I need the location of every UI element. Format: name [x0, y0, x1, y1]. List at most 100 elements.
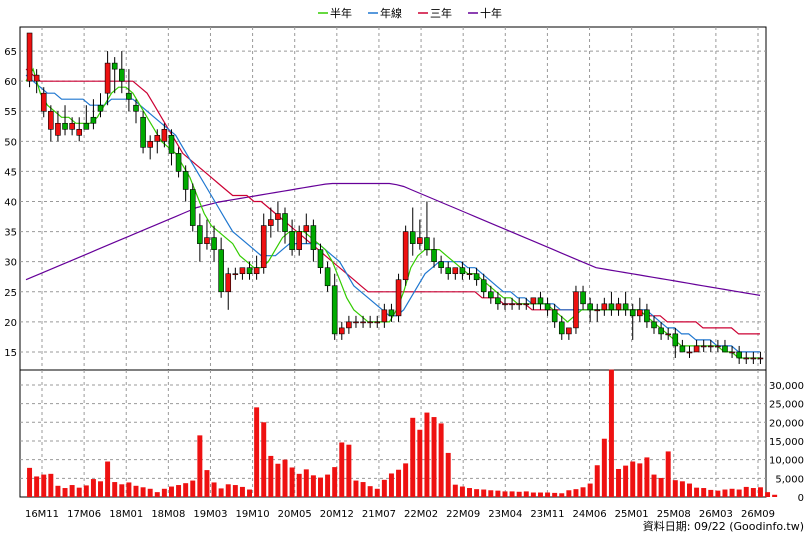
candle-body	[225, 273, 232, 293]
candle-body	[189, 189, 196, 226]
volume-bar	[715, 490, 721, 497]
volume-bar	[417, 429, 423, 497]
candle-body	[530, 297, 537, 305]
volume-bar	[452, 484, 458, 497]
volume-bar	[396, 469, 402, 497]
candle-body	[558, 321, 565, 335]
volume-bar	[616, 468, 622, 497]
candle-body	[523, 303, 530, 306]
x-tick-label: 25M08	[657, 509, 691, 520]
candle-body	[204, 237, 210, 244]
volume-bar	[687, 483, 692, 497]
volume-bar	[232, 485, 238, 497]
candle-body	[615, 303, 622, 311]
volume-bar	[644, 457, 650, 497]
volume-bar	[481, 489, 487, 497]
candle-body	[126, 92, 132, 100]
x-axis-ticks: 16M11 17M06 18M01 18M08 19M03 19M10 20M05 20M12…	[25, 509, 775, 520]
candle-body	[594, 309, 601, 312]
x-tick-label: 17M06	[67, 509, 101, 520]
candle-body	[197, 225, 203, 244]
volume-bar	[623, 465, 629, 497]
candle-body	[665, 333, 671, 336]
volume-bar	[69, 485, 75, 497]
candle-body	[672, 333, 679, 347]
volume-bar	[48, 473, 54, 497]
candle-body	[83, 122, 90, 130]
volume-bar	[722, 489, 728, 497]
volume-bar	[431, 417, 437, 497]
candle-body	[317, 249, 324, 269]
candle-body	[353, 321, 359, 324]
price-tick-label: 50	[4, 137, 17, 148]
candle-body	[211, 237, 217, 250]
volume-bar	[743, 486, 749, 497]
volume-bar	[467, 488, 472, 497]
candle-body	[757, 357, 764, 360]
volume-bar	[90, 479, 96, 497]
candle-body	[388, 309, 395, 317]
candle-body	[168, 135, 175, 154]
volume-bar	[168, 486, 174, 497]
x-tick-label: 26M09	[741, 509, 775, 520]
candle-body	[424, 237, 430, 250]
volume-bar	[750, 488, 756, 497]
volume-bars	[27, 369, 778, 497]
x-tick-label: 22M02	[404, 509, 438, 520]
candle-body	[154, 135, 161, 142]
volume-bar	[41, 474, 47, 497]
x-tick-label: 23M11	[530, 509, 564, 520]
candle-body	[282, 213, 288, 232]
legend-label: 半年	[330, 6, 352, 20]
candle-body	[644, 309, 650, 323]
volume-bar	[218, 488, 224, 497]
volume-bar	[388, 473, 394, 497]
candle-body	[580, 291, 586, 305]
x-tick-label: 25M01	[615, 509, 649, 520]
candle-body	[452, 267, 459, 275]
volume-bar	[530, 492, 536, 497]
candle-body	[374, 321, 381, 324]
candle-body	[743, 357, 750, 360]
price-tick-label: 25	[4, 288, 17, 299]
volume-bar	[325, 474, 331, 497]
candle-body	[346, 321, 352, 329]
volume-bar	[594, 465, 600, 497]
volume-tick-label: 15,000	[769, 437, 804, 448]
data-source-label: 資料日期: 09/22 (Goodinfo.tw)	[643, 519, 804, 533]
volume-bar	[757, 487, 763, 497]
volume-bar	[27, 467, 33, 497]
volume-bar	[318, 477, 323, 497]
x-tick-label: 19M03	[193, 509, 227, 520]
volume-bar	[62, 488, 68, 497]
candle-body	[253, 267, 260, 275]
candle-body	[651, 321, 657, 329]
x-tick-label: 18M01	[109, 509, 143, 520]
candle-body	[700, 345, 707, 348]
volume-bar	[608, 369, 614, 497]
legend: 半年 年線 三年 十年	[318, 6, 502, 20]
candle-body	[33, 74, 40, 82]
candle-body	[438, 261, 444, 269]
candle-body	[573, 291, 579, 329]
candle-body	[495, 297, 501, 305]
x-tick-label: 20M12	[320, 509, 354, 520]
volume-bar	[197, 435, 203, 497]
price-tick-label: 45	[4, 167, 17, 178]
candle-body	[658, 327, 664, 335]
candle-body	[260, 225, 267, 269]
candle-body	[537, 297, 544, 305]
candle-body	[431, 249, 437, 262]
candles	[26, 32, 764, 364]
volume-bar	[140, 487, 146, 497]
volume-bar	[360, 482, 366, 497]
volume-tick-label: 20,000	[769, 418, 804, 429]
volume-bar	[133, 485, 139, 497]
legend-label: 年線	[380, 6, 402, 20]
candle-body	[69, 122, 75, 130]
volume-bar	[765, 492, 771, 497]
volume-bar	[204, 470, 210, 497]
volume-bar	[672, 480, 678, 497]
legend-label: 十年	[480, 6, 502, 20]
candle-body	[360, 321, 366, 324]
